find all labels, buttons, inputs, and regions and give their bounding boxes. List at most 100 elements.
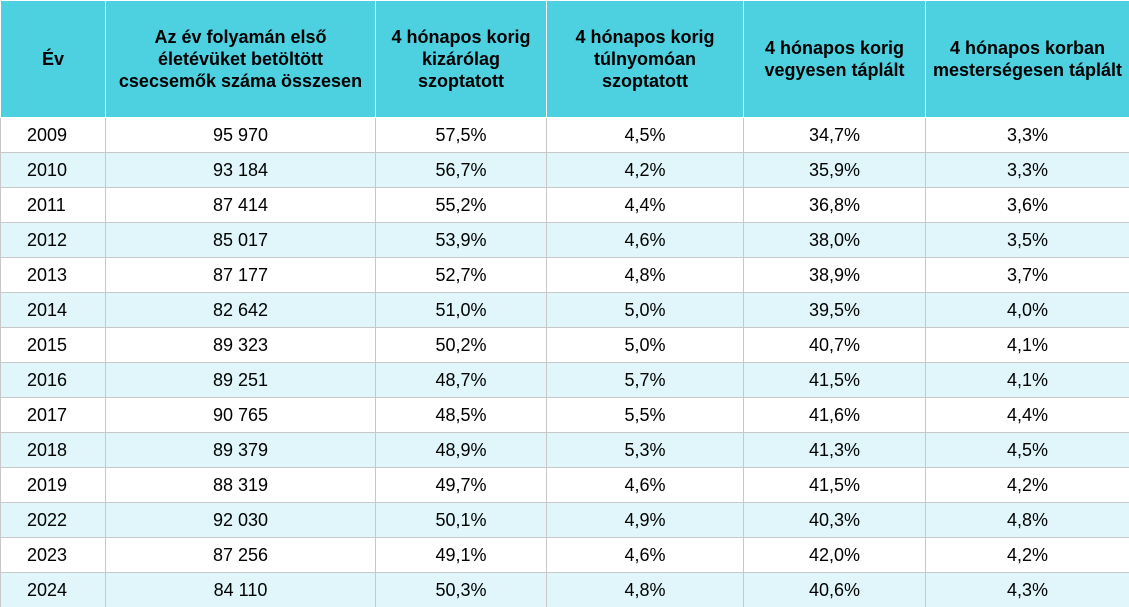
formula-fed-cell[interactable]: 3,3% [925, 152, 1129, 188]
infants-total-cell[interactable]: 89 323 [105, 327, 376, 363]
mixed-fed-cell[interactable]: 35,9% [743, 152, 926, 188]
predominantly-breastfed-cell[interactable]: 4,4% [546, 187, 744, 223]
formula-fed-cell[interactable]: 4,1% [925, 362, 1129, 398]
table-row: 2014 82 642 51,0% 5,0% 39,5% 4,0% [0, 292, 1129, 328]
predominantly-breastfed-cell[interactable]: 5,3% [546, 432, 744, 468]
formula-fed-cell[interactable]: 4,2% [925, 537, 1129, 573]
predominantly-breastfed-cell[interactable]: 4,6% [546, 537, 744, 573]
table-row: 2024 84 110 50,3% 4,8% 40,6% 4,3% [0, 572, 1129, 607]
exclusively-breastfed-cell[interactable]: 51,0% [375, 292, 547, 328]
year-cell[interactable]: 2010 [0, 152, 106, 188]
column-header-mixed-fed[interactable]: 4 hónapos korig vegyesen táplált [743, 0, 926, 118]
predominantly-breastfed-cell[interactable]: 5,7% [546, 362, 744, 398]
infants-total-cell[interactable]: 84 110 [105, 572, 376, 607]
mixed-fed-cell[interactable]: 38,0% [743, 222, 926, 258]
table-row: 2023 87 256 49,1% 4,6% 42,0% 4,2% [0, 537, 1129, 573]
infants-total-cell[interactable]: 93 184 [105, 152, 376, 188]
year-cell[interactable]: 2009 [0, 117, 106, 153]
year-cell[interactable]: 2011 [0, 187, 106, 223]
year-cell[interactable]: 2016 [0, 362, 106, 398]
exclusively-breastfed-cell[interactable]: 50,2% [375, 327, 547, 363]
formula-fed-cell[interactable]: 3,3% [925, 117, 1129, 153]
infants-total-cell[interactable]: 90 765 [105, 397, 376, 433]
infants-total-cell[interactable]: 87 256 [105, 537, 376, 573]
infants-total-cell[interactable]: 88 319 [105, 467, 376, 503]
predominantly-breastfed-cell[interactable]: 4,2% [546, 152, 744, 188]
table-row: 2011 87 414 55,2% 4,4% 36,8% 3,6% [0, 187, 1129, 223]
table-row: 2019 88 319 49,7% 4,6% 41,5% 4,2% [0, 467, 1129, 503]
year-cell[interactable]: 2013 [0, 257, 106, 293]
predominantly-breastfed-cell[interactable]: 4,8% [546, 257, 744, 293]
predominantly-breastfed-cell[interactable]: 4,5% [546, 117, 744, 153]
exclusively-breastfed-cell[interactable]: 57,5% [375, 117, 547, 153]
year-cell[interactable]: 2024 [0, 572, 106, 607]
infants-total-cell[interactable]: 85 017 [105, 222, 376, 258]
column-header-year[interactable]: Év [0, 0, 106, 118]
exclusively-breastfed-cell[interactable]: 55,2% [375, 187, 547, 223]
mixed-fed-cell[interactable]: 39,5% [743, 292, 926, 328]
year-cell[interactable]: 2012 [0, 222, 106, 258]
table-row: 2022 92 030 50,1% 4,9% 40,3% 4,8% [0, 502, 1129, 538]
predominantly-breastfed-cell[interactable]: 4,9% [546, 502, 744, 538]
mixed-fed-cell[interactable]: 41,5% [743, 362, 926, 398]
formula-fed-cell[interactable]: 3,6% [925, 187, 1129, 223]
formula-fed-cell[interactable]: 4,5% [925, 432, 1129, 468]
mixed-fed-cell[interactable]: 36,8% [743, 187, 926, 223]
exclusively-breastfed-cell[interactable]: 49,1% [375, 537, 547, 573]
mixed-fed-cell[interactable]: 41,6% [743, 397, 926, 433]
exclusively-breastfed-cell[interactable]: 48,5% [375, 397, 547, 433]
formula-fed-cell[interactable]: 4,2% [925, 467, 1129, 503]
mixed-fed-cell[interactable]: 40,3% [743, 502, 926, 538]
header-row: Év Az év folyamán első életévüket betölt… [0, 0, 1129, 118]
predominantly-breastfed-cell[interactable]: 5,0% [546, 327, 744, 363]
formula-fed-cell[interactable]: 4,0% [925, 292, 1129, 328]
column-header-formula-fed[interactable]: 4 hónapos korban mesterségesen táplált [925, 0, 1129, 118]
year-cell[interactable]: 2023 [0, 537, 106, 573]
exclusively-breastfed-cell[interactable]: 48,7% [375, 362, 547, 398]
predominantly-breastfed-cell[interactable]: 4,6% [546, 222, 744, 258]
year-cell[interactable]: 2019 [0, 467, 106, 503]
infants-total-cell[interactable]: 82 642 [105, 292, 376, 328]
column-header-exclusively-breastfed[interactable]: 4 hónapos korig kizárólag szoptatott [375, 0, 547, 118]
infants-total-cell[interactable]: 95 970 [105, 117, 376, 153]
exclusively-breastfed-cell[interactable]: 48,9% [375, 432, 547, 468]
mixed-fed-cell[interactable]: 41,3% [743, 432, 926, 468]
mixed-fed-cell[interactable]: 41,5% [743, 467, 926, 503]
formula-fed-cell[interactable]: 3,5% [925, 222, 1129, 258]
exclusively-breastfed-cell[interactable]: 49,7% [375, 467, 547, 503]
exclusively-breastfed-cell[interactable]: 53,9% [375, 222, 547, 258]
exclusively-breastfed-cell[interactable]: 50,3% [375, 572, 547, 607]
predominantly-breastfed-cell[interactable]: 5,0% [546, 292, 744, 328]
column-header-infants-total[interactable]: Az év folyamán első életévüket betöltött… [105, 0, 376, 118]
predominantly-breastfed-cell[interactable]: 5,5% [546, 397, 744, 433]
mixed-fed-cell[interactable]: 40,6% [743, 572, 926, 607]
predominantly-breastfed-cell[interactable]: 4,6% [546, 467, 744, 503]
infants-total-cell[interactable]: 89 251 [105, 362, 376, 398]
year-cell[interactable]: 2015 [0, 327, 106, 363]
formula-fed-cell[interactable]: 4,1% [925, 327, 1129, 363]
year-cell[interactable]: 2022 [0, 502, 106, 538]
table-row: 2012 85 017 53,9% 4,6% 38,0% 3,5% [0, 222, 1129, 258]
table-row: 2017 90 765 48,5% 5,5% 41,6% 4,4% [0, 397, 1129, 433]
formula-fed-cell[interactable]: 3,7% [925, 257, 1129, 293]
mixed-fed-cell[interactable]: 40,7% [743, 327, 926, 363]
exclusively-breastfed-cell[interactable]: 52,7% [375, 257, 547, 293]
infants-total-cell[interactable]: 87 414 [105, 187, 376, 223]
formula-fed-cell[interactable]: 4,4% [925, 397, 1129, 433]
year-cell[interactable]: 2018 [0, 432, 106, 468]
exclusively-breastfed-cell[interactable]: 56,7% [375, 152, 547, 188]
mixed-fed-cell[interactable]: 42,0% [743, 537, 926, 573]
year-cell[interactable]: 2017 [0, 397, 106, 433]
infants-total-cell[interactable]: 89 379 [105, 432, 376, 468]
infants-total-cell[interactable]: 92 030 [105, 502, 376, 538]
formula-fed-cell[interactable]: 4,3% [925, 572, 1129, 607]
mixed-fed-cell[interactable]: 38,9% [743, 257, 926, 293]
predominantly-breastfed-cell[interactable]: 4,8% [546, 572, 744, 607]
infants-total-cell[interactable]: 87 177 [105, 257, 376, 293]
mixed-fed-cell[interactable]: 34,7% [743, 117, 926, 153]
formula-fed-cell[interactable]: 4,8% [925, 502, 1129, 538]
year-cell[interactable]: 2014 [0, 292, 106, 328]
exclusively-breastfed-cell[interactable]: 50,1% [375, 502, 547, 538]
column-header-predominantly-breastfed[interactable]: 4 hónapos korig túlnyomóan szoptatott [546, 0, 744, 118]
